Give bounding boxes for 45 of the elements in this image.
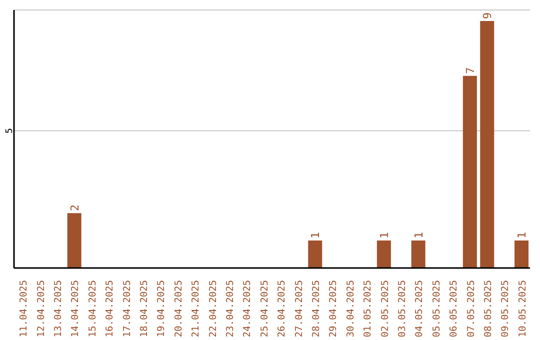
x-tick-label: 26.04.2025 xyxy=(276,280,288,338)
data-label: 1 xyxy=(309,232,322,239)
x-tick-label: 06.05.2025 xyxy=(448,280,460,338)
x-tick-label: 16.04.2025 xyxy=(104,280,116,338)
bar xyxy=(376,240,391,268)
x-tick-label: 04.05.2025 xyxy=(414,280,426,338)
x-tick-label: 07.05.2025 xyxy=(466,280,477,338)
bar xyxy=(67,213,82,268)
x-tick-label: 02.05.2025 xyxy=(380,280,391,338)
x-tick-label: 29.04.2025 xyxy=(328,280,340,338)
x-tick-label: 25.04.2025 xyxy=(259,280,270,338)
x-tick-label: 11.04.2025 xyxy=(18,280,30,338)
bar xyxy=(411,240,426,268)
bar xyxy=(514,240,529,268)
x-tick-label: 08.05.2025 xyxy=(483,280,494,338)
x-tick-label: 12.04.2025 xyxy=(36,280,47,338)
x-tick-label: 19.04.2025 xyxy=(156,280,168,338)
data-label: 1 xyxy=(516,232,529,239)
x-tick-label: 13.04.2025 xyxy=(53,280,64,338)
x-tick-label: 01.05.2025 xyxy=(362,280,374,338)
x-tick-label: 05.05.2025 xyxy=(431,280,442,338)
x-tick-label: 17.04.2025 xyxy=(122,280,133,338)
x-tick-label: 27.04.2025 xyxy=(294,280,305,338)
x-tick-label: 30.04.2025 xyxy=(345,280,356,338)
x-tick-label: 14.04.2025 xyxy=(70,280,82,338)
data-label: 1 xyxy=(378,232,391,239)
x-tick-label: 03.05.2025 xyxy=(397,280,408,338)
data-label: 2 xyxy=(68,204,82,212)
x-tick-label: 15.04.2025 xyxy=(87,280,98,338)
x-tick-label: 18.04.2025 xyxy=(139,280,150,338)
bar xyxy=(462,76,477,268)
data-label: 1 xyxy=(412,232,426,239)
x-tick-label: 22.04.2025 xyxy=(208,280,219,338)
bar xyxy=(480,20,494,268)
x-tick-label: 21.04.2025 xyxy=(190,280,202,338)
x-tick-label: 28.04.2025 xyxy=(311,280,322,338)
bar xyxy=(308,240,322,268)
x-tick-label: 23.04.2025 xyxy=(225,280,236,338)
data-label: 9 xyxy=(481,12,494,19)
x-tick-label: 09.05.2025 xyxy=(500,280,512,338)
data-label: 7 xyxy=(464,67,477,74)
x-tick-label: 24.04.2025 xyxy=(242,280,254,338)
x-tick-label: 10.05.2025 xyxy=(517,280,528,338)
y-tick-label: 5 xyxy=(5,128,15,134)
x-tick-label: 20.04.2025 xyxy=(173,280,184,338)
